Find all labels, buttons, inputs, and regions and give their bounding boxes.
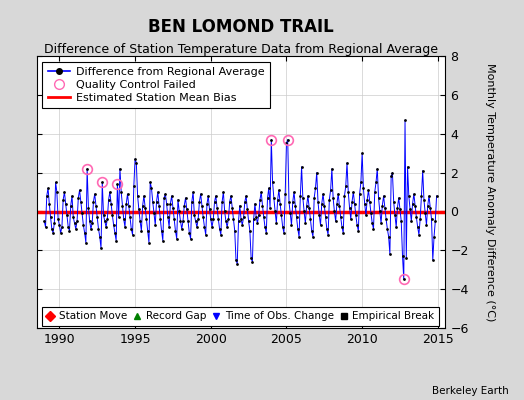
Text: BEN LOMOND TRAIL: BEN LOMOND TRAIL	[148, 18, 334, 36]
Title: Difference of Station Temperature Data from Regional Average: Difference of Station Temperature Data f…	[44, 43, 438, 56]
Legend: Station Move, Record Gap, Time of Obs. Change, Empirical Break: Station Move, Record Gap, Time of Obs. C…	[42, 307, 439, 326]
Y-axis label: Monthly Temperature Anomaly Difference (°C): Monthly Temperature Anomaly Difference (…	[485, 63, 495, 321]
Text: Berkeley Earth: Berkeley Earth	[432, 386, 508, 396]
